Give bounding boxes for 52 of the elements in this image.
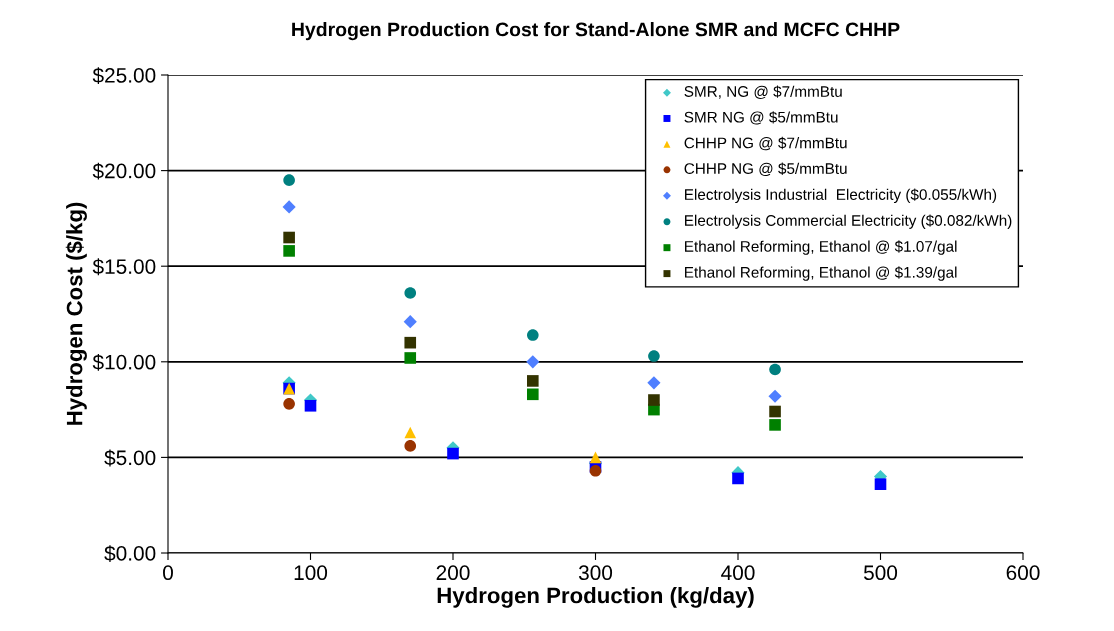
point xyxy=(526,375,539,387)
point xyxy=(447,447,459,460)
legend-label: CHHP NG @ $7/mmBtu xyxy=(684,136,847,151)
x-tick-label: 0 xyxy=(163,565,173,581)
point xyxy=(526,388,539,401)
point xyxy=(589,464,602,477)
legend-label: Electrolysis Commercial Electricity ($0.082/kWh) xyxy=(685,214,1012,229)
point xyxy=(647,376,661,390)
point xyxy=(404,336,417,349)
x-tick-label: 600 xyxy=(1006,565,1040,581)
x-tick-label: 400 xyxy=(721,565,755,581)
y-tick-label: $20.00 xyxy=(92,162,156,180)
point xyxy=(769,363,781,376)
legend-label: CHHP NG @ $5/mmBtu xyxy=(684,162,847,176)
x-axis-title: Hydrogen Production (kg/day) xyxy=(437,587,754,608)
point xyxy=(769,419,781,431)
y-axis-title: Hydrogen Cost ($/kg) xyxy=(65,202,87,425)
point xyxy=(404,440,417,452)
point xyxy=(404,426,417,439)
point xyxy=(283,398,295,410)
point xyxy=(404,287,417,299)
point xyxy=(283,231,295,244)
chart-title: Hydrogen Production Cost for Stand-Alone SMR and MCFC CHHP xyxy=(292,22,900,41)
legend-label: Electrolysis Industrial Electricity ($0.055/kWh) xyxy=(685,188,997,203)
point xyxy=(874,478,887,490)
point xyxy=(768,389,782,403)
legend-label: SMR NG @ $5/mmBtu xyxy=(684,111,838,125)
point xyxy=(648,394,660,406)
point xyxy=(769,405,781,418)
point xyxy=(732,472,744,485)
legend-label: Ethanol Reforming, Ethanol @ $1.39/gal xyxy=(685,266,957,281)
y-tick-label: $10.00 xyxy=(92,353,156,371)
point xyxy=(283,245,295,257)
legend-label: SMR, NG @ $7/mmBtu xyxy=(684,85,842,99)
point xyxy=(648,350,660,362)
y-tick-label: $25.00 xyxy=(92,67,156,84)
point xyxy=(404,352,417,364)
point xyxy=(526,355,540,369)
point xyxy=(283,174,295,186)
x-tick-label: 300 xyxy=(578,565,613,581)
x-tick-label: 100 xyxy=(294,565,328,581)
y-tick-label: $15.00 xyxy=(92,258,156,276)
point xyxy=(526,329,539,341)
x-tick-label: 200 xyxy=(436,565,470,581)
y-tick-label: $5.00 xyxy=(104,449,156,467)
x-tick-label: 500 xyxy=(863,565,898,581)
y-tick-label: $0.00 xyxy=(104,545,156,562)
point xyxy=(403,315,417,329)
point xyxy=(282,200,296,214)
legend-label: Ethanol Reforming, Ethanol @ $1.07/gal xyxy=(685,240,957,255)
point xyxy=(589,451,602,464)
point xyxy=(304,399,317,412)
